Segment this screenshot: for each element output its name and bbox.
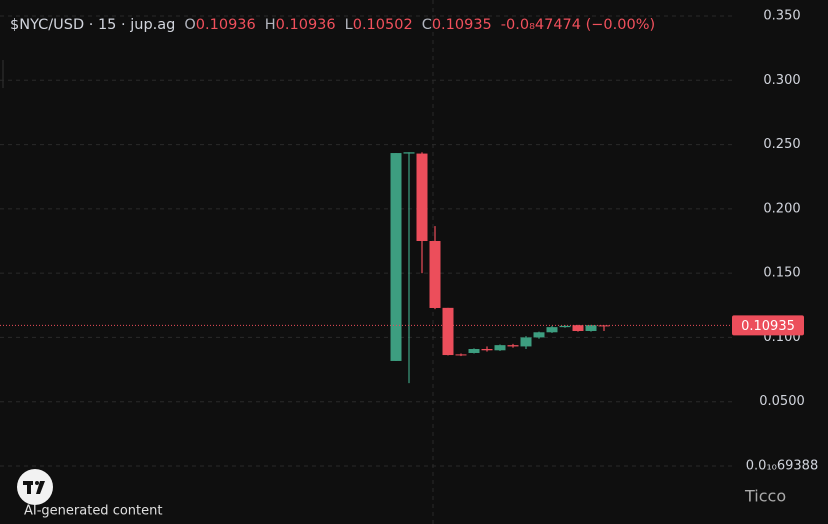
candle-body <box>494 345 506 351</box>
candle <box>455 353 467 357</box>
candle <box>481 346 493 352</box>
candle-body <box>520 337 532 347</box>
ohlc-value: 0.10936 <box>275 17 336 33</box>
candle <box>390 153 402 361</box>
candle-body <box>507 345 519 347</box>
change: -0.0₈47474 (−0.00%) <box>500 17 656 33</box>
tv-logo <box>17 469 53 505</box>
candle <box>546 325 558 333</box>
candle-body <box>572 325 584 331</box>
candle-body <box>533 332 545 338</box>
legend-header: $NYC/USD · 15 · jup.ag O 0.10936 H 0.10936… <box>10 17 655 33</box>
ohlc-key: C <box>421 17 432 33</box>
candle <box>429 226 441 310</box>
candle <box>442 307 454 356</box>
candle <box>403 152 415 384</box>
y-tick-label: 0.250 <box>763 137 800 152</box>
y-tick-label: 0.200 <box>763 201 800 216</box>
ohlc-key: H <box>264 17 276 33</box>
ohlc-value: 0.10935 <box>431 17 492 33</box>
candle <box>598 325 610 331</box>
candle-body <box>442 307 454 356</box>
candle <box>468 348 480 354</box>
candle <box>416 152 428 274</box>
candle <box>507 343 519 348</box>
y-tick-label: 0.300 <box>763 73 800 88</box>
ohlc-value: 0.10936 <box>195 17 256 33</box>
symbol: $NYC/USD · 15 · jup.ag <box>10 17 176 33</box>
candle-body <box>455 354 467 356</box>
watermark: Ticco <box>744 487 786 506</box>
candle <box>572 324 584 332</box>
candle-body <box>546 327 558 333</box>
y-tick-label: 0.0500 <box>759 394 805 409</box>
candle-body <box>481 349 493 351</box>
ohlc-key: L <box>344 17 353 33</box>
y-tick-label: 0.150 <box>763 266 800 281</box>
candle-body <box>585 325 597 331</box>
price-tag-label: 0.10935 <box>741 319 795 334</box>
footnote: AI-generated content <box>24 504 162 519</box>
candle-body <box>468 349 480 353</box>
candle-body <box>559 325 571 328</box>
ohlc-key: O <box>184 17 196 33</box>
candle <box>520 336 532 349</box>
candle <box>494 344 506 351</box>
ohlc-value: 0.10502 <box>352 17 413 33</box>
candle-body <box>416 153 428 241</box>
candle-body <box>403 152 415 154</box>
candle-body <box>390 153 402 361</box>
y-tick-label: 0.350 <box>763 9 800 24</box>
y-tick-label: 0.0₁₀69388 <box>746 459 818 474</box>
candle <box>585 324 597 332</box>
candle <box>533 331 545 339</box>
price-tag <box>732 315 804 336</box>
candle-body <box>429 241 441 308</box>
